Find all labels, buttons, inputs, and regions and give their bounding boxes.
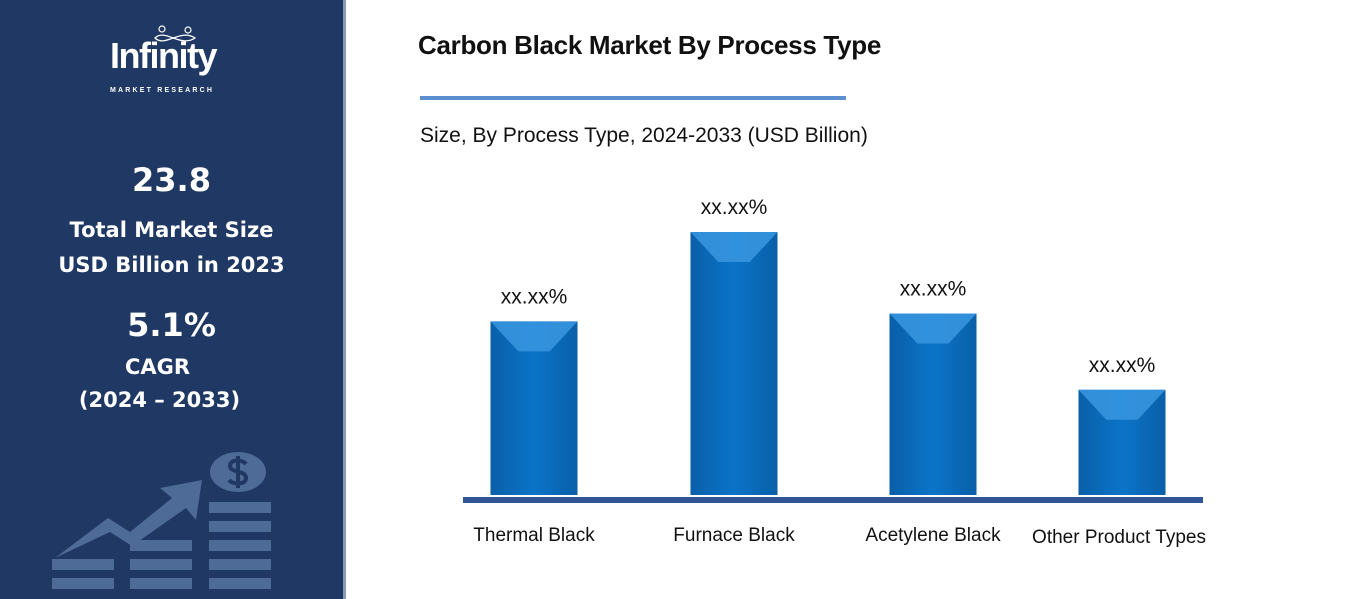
chart-title: Carbon Black Market By Process Type — [418, 30, 881, 60]
category-label: Thermal Black — [473, 525, 595, 546]
cagr-value: 5.1% — [127, 306, 216, 344]
title-divider — [420, 96, 846, 100]
logo-text: Infinity — [110, 35, 217, 76]
market-size-value: 23.8 — [132, 161, 211, 199]
cagr-period: (2024 – 2033) — [78, 388, 241, 412]
category-label: Acetylene Black — [865, 525, 1001, 546]
dollar-sign-icon — [227, 456, 249, 488]
chart-subtitle: Size, By Process Type, 2024-2033 (USD Bi… — [420, 124, 868, 147]
category-label: Furnace Black — [673, 525, 795, 546]
category-label: Other Product Types — [1032, 527, 1206, 548]
bar — [690, 232, 778, 495]
data-label: xx.xx% — [900, 278, 967, 301]
data-label: xx.xx% — [501, 285, 568, 308]
sidebar: Infinity MARKET RESEARCH 23.8 Total Mark… — [0, 0, 346, 599]
bar — [889, 313, 977, 495]
infinity-logo: Infinity MARKET RESEARCH — [110, 25, 219, 94]
bar-bevel — [1078, 389, 1166, 420]
data-label: xx.xx% — [1089, 354, 1156, 377]
cagr-label: CAGR — [124, 355, 191, 379]
bar-bevel — [490, 321, 578, 352]
market-size-label: Total Market Size — [69, 218, 274, 242]
market-size-unit: USD Billion in 2023 — [58, 253, 285, 277]
logo-subtext: MARKET RESEARCH — [110, 87, 214, 94]
bar-bevel — [690, 232, 778, 262]
x-axis — [463, 497, 1203, 503]
growth-chart-dollar-icon — [52, 452, 271, 589]
data-label: xx.xx% — [701, 196, 768, 219]
bar-bevel — [889, 313, 977, 344]
